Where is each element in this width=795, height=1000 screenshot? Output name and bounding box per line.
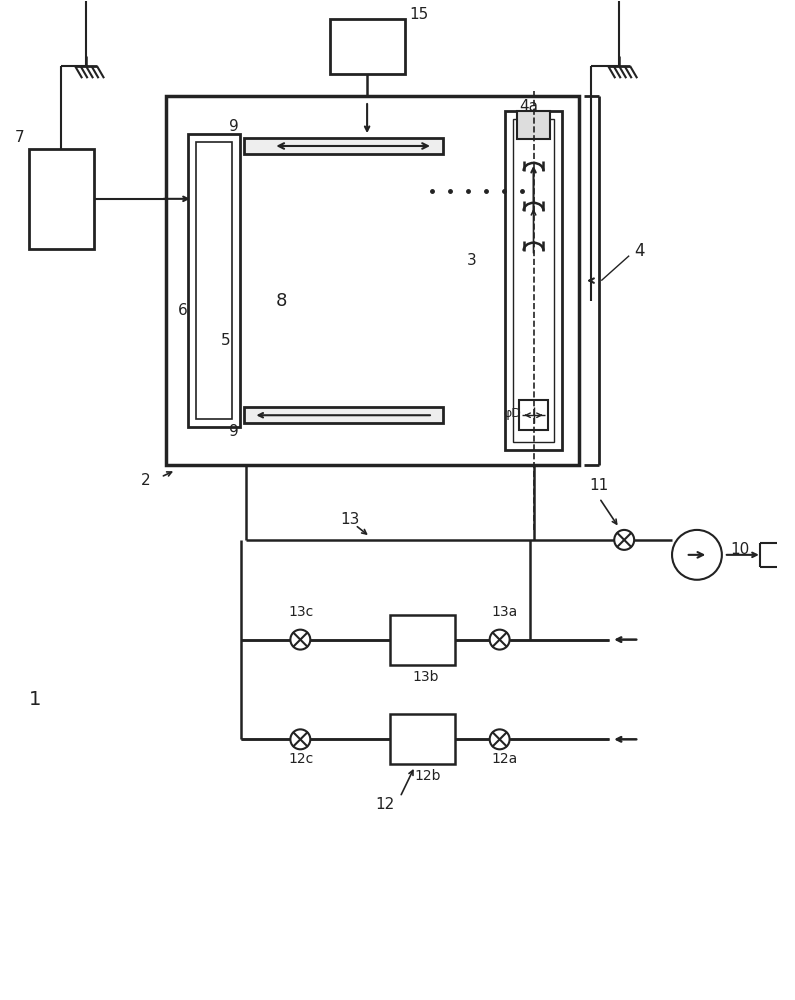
Bar [513,119,554,442]
Bar [505,111,562,450]
Bar [188,134,239,427]
Circle shape [672,530,722,580]
Text: 13c: 13c [289,605,314,619]
Text: 3: 3 [467,253,476,268]
Text: 2: 2 [141,473,150,488]
Text: φD: φD [503,407,522,420]
Circle shape [290,729,310,749]
Text: 7: 7 [14,130,24,145]
Text: 13b: 13b [412,670,439,684]
Text: 4: 4 [634,242,645,260]
Bar [243,138,443,154]
Text: 9: 9 [229,424,238,439]
Text: 12: 12 [375,797,394,812]
Bar [29,149,94,249]
Bar [330,19,405,74]
Circle shape [490,630,510,650]
Text: 11: 11 [589,478,609,493]
Bar [390,615,455,665]
Bar [166,96,580,465]
Bar [390,714,455,764]
Text: 5: 5 [221,333,231,348]
Circle shape [490,729,510,749]
Circle shape [615,530,634,550]
Text: 12c: 12c [289,752,314,766]
Text: 8: 8 [275,292,287,310]
Text: 4a: 4a [520,99,538,114]
Text: 13: 13 [340,512,359,527]
Text: 10: 10 [730,542,749,557]
Text: 15: 15 [409,7,429,22]
Circle shape [290,630,310,650]
Text: 13a: 13a [491,605,518,619]
Text: 1: 1 [29,690,41,709]
Bar [518,400,549,430]
Text: 12b: 12b [414,769,440,783]
Bar [196,142,231,419]
Bar [517,111,550,139]
Text: 6: 6 [178,303,188,318]
Bar [243,407,443,423]
Text: 9: 9 [229,119,238,134]
Text: 12a: 12a [491,752,518,766]
